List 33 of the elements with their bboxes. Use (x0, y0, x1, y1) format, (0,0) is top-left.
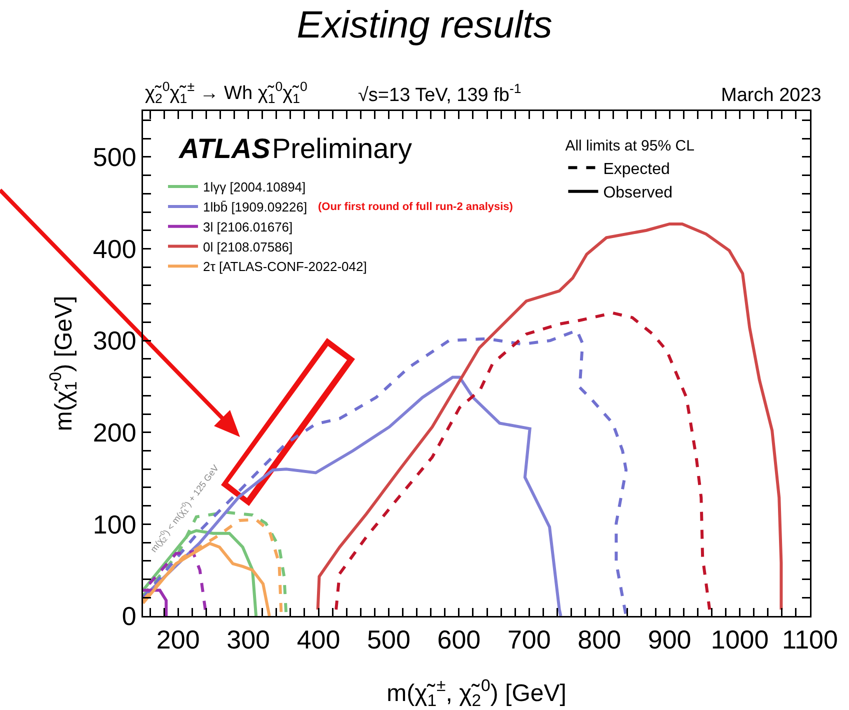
x-tick-label: 400 (296, 624, 340, 655)
annotation: Preliminary (272, 133, 412, 164)
text: √s=13 TeV, 139 fb$^{-1}$ (358, 81, 522, 106)
x-axis-title: m(χ̃$_{1}$$^{±}$, χ̃$_{2}$$^{0}$) [GeV] (386, 676, 566, 710)
x-tick-label: 300 (226, 624, 270, 655)
x-tick-label: 800 (578, 624, 622, 655)
legend-label: Expected (603, 160, 670, 178)
legend-label: Observed (603, 184, 673, 202)
y-tick-label: 0 (122, 601, 136, 632)
x-tick-label: 1000 (710, 624, 769, 655)
legend-label: 2τ [ATLAS-CONF-2022-042] (203, 259, 367, 274)
legend-label: 3l [2106.01676] (203, 219, 293, 234)
y-tick-label: 500 (92, 142, 136, 172)
x-tick-label: 700 (507, 624, 551, 655)
legend-label: 0l [2108.07586] (203, 239, 293, 254)
x-tick-label: 1100 (782, 624, 838, 655)
line-series (143, 328, 628, 616)
annotation: (Our first round of full run-2 analysis) (318, 201, 514, 213)
y-tick-label: 400 (92, 234, 136, 264)
y-tick-label: 200 (92, 417, 136, 448)
x-tick-label: 600 (437, 624, 481, 655)
x-tick-label: 500 (367, 624, 410, 655)
x-tick-label: 900 (648, 624, 692, 655)
legend-label: 1lγγ [2004.10894] (203, 180, 306, 195)
text: March 2023 (721, 85, 822, 106)
legend-title: All limits at 95% CL (565, 138, 694, 155)
line-series (334, 312, 712, 612)
chart-title: Existing results (296, 4, 552, 46)
legend-label: 1lbb̄ [1909.09226] (203, 200, 308, 215)
annotation: ATLAS (178, 133, 271, 164)
y-tick-label: 100 (92, 509, 136, 540)
x-tick-label: 200 (156, 624, 200, 655)
y-tick-label: 300 (92, 326, 136, 356)
